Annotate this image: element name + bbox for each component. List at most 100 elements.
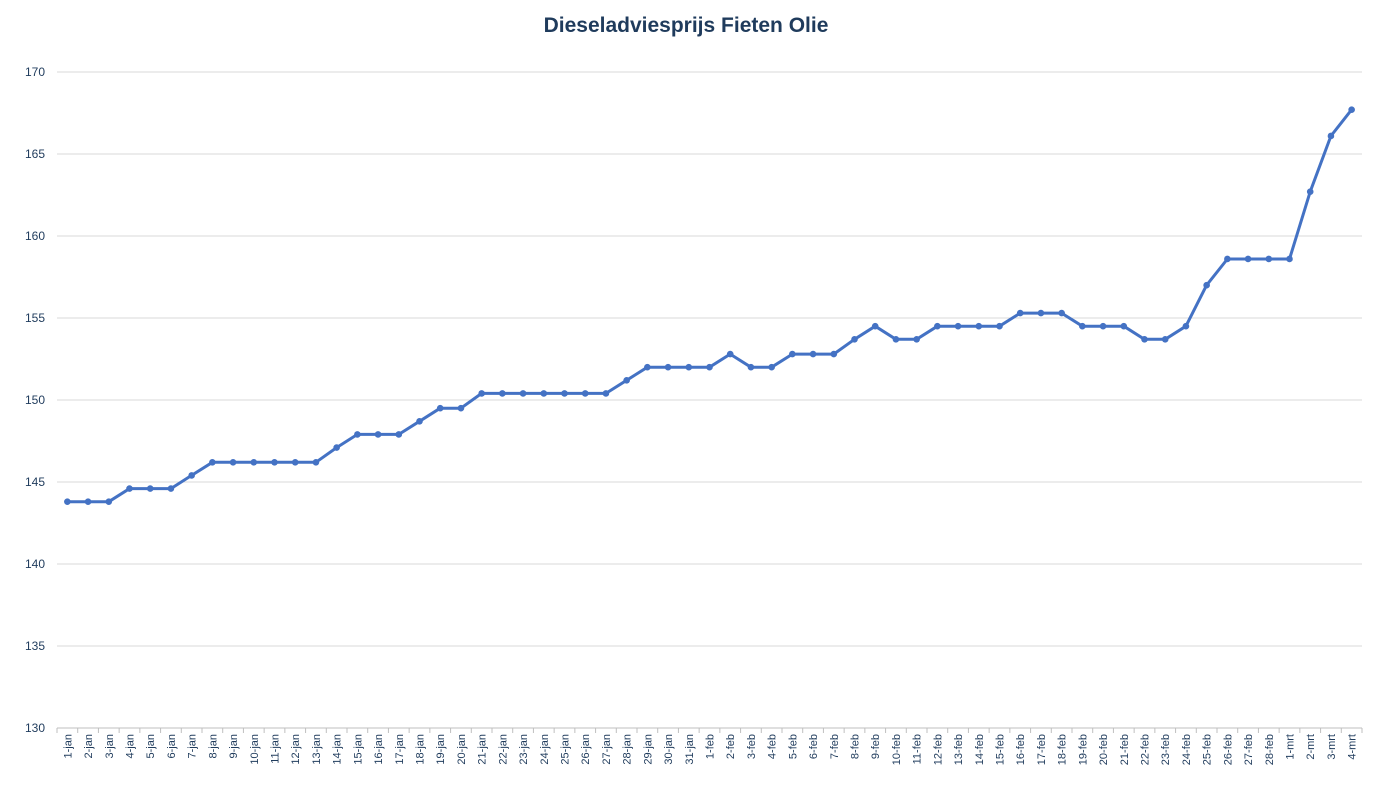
data-point [809,350,817,358]
x-tick-label: 16-feb [1015,734,1027,765]
y-tick-label: 155 [25,311,45,325]
data-point [1182,322,1190,330]
x-tick-label: 30-jan [663,734,675,765]
data-point [374,431,382,438]
x-tick-label: 16-jan [373,734,385,765]
data-point [975,322,983,330]
x-tick-label: 1-jan [62,734,74,758]
data-point [1016,309,1024,317]
data-point [457,404,465,412]
data-point [271,459,278,466]
data-point [333,444,340,451]
data-point [581,390,589,397]
data-point [1286,255,1293,263]
data-point [395,431,403,438]
x-tick-label: 20-feb [1098,734,1110,765]
data-point [1120,322,1128,330]
data-point [561,390,568,397]
x-tick-label: 25-feb [1202,734,1214,765]
x-tick-label: 15-feb [995,734,1007,765]
data-point [291,459,299,466]
x-tick-label: 11-jan [270,734,282,764]
x-tick-label: 3-mrt [1326,734,1338,760]
gridlines [57,71,1362,647]
x-tick-label: 14-jan [332,734,344,765]
data-point [1099,322,1107,330]
x-axis-tick-labels: 1-jan 2-jan 3-jan 4-jan 5-jan 6-jan 7-jan 8-jan… [62,734,1358,765]
data-point [188,472,195,479]
x-tick-label: 21-feb [1119,734,1131,765]
y-tick-label: 150 [25,393,45,407]
x-tick-label: 7-jan [187,734,199,758]
data-point [540,390,548,397]
data-point [1327,132,1335,140]
x-axis [56,727,1363,733]
x-tick-label: 2-jan [83,734,95,758]
data-point [954,322,962,330]
x-tick-label: 14-feb [974,734,986,765]
x-tick-label: 24-jan [539,734,551,765]
x-tick-label: 19-feb [1077,734,1089,765]
x-tick-label: 11-feb [912,734,924,764]
x-tick-label: 8-jan [207,734,219,758]
data-point [167,485,175,492]
data-point [892,336,900,343]
data-point [871,322,879,330]
x-tick-label: 23-jan [518,734,530,765]
data-point [1058,309,1065,317]
x-tick-label: 26-feb [1222,734,1234,765]
data-point [1161,336,1169,343]
x-tick-label: 28-jan [622,734,634,765]
x-tick-label: 17-feb [1036,734,1048,765]
x-tick-label: 4-jan [125,734,137,758]
y-tick-label: 170 [25,65,45,79]
x-tick-label: 3-feb [746,734,758,759]
x-tick-label: 24-feb [1181,734,1193,765]
x-tick-label: 5-jan [145,734,157,758]
data-point [726,350,734,358]
chart-title: Dieseladviesprijs Fieten Olie [544,14,829,37]
x-tick-label: 5-feb [787,734,799,759]
x-tick-label: 8-feb [850,734,862,759]
data-point [209,459,216,466]
x-tick-label: 21-jan [477,734,489,765]
x-tick-label: 27-jan [601,734,613,765]
data-point [64,498,71,505]
data-point [436,404,444,412]
data-point [747,363,755,371]
data-point [602,390,610,397]
data-point [789,350,796,358]
data-point [1244,255,1252,263]
data-point [1141,336,1148,343]
y-tick-label: 165 [25,147,45,161]
data-point [1224,255,1231,263]
data-point [768,363,775,371]
data-point [105,498,113,505]
x-tick-label: 9-jan [228,734,240,758]
y-tick-label: 145 [25,475,45,489]
x-tick-label: 17-jan [394,734,406,765]
data-point [499,390,506,397]
x-tick-label: 10-feb [891,734,903,765]
x-tick-label: 13-jan [311,734,323,765]
x-tick-label: 18-jan [415,734,427,765]
x-tick-label: 20-jan [456,734,468,765]
data-point [644,363,651,371]
data-point [84,498,92,505]
data-point [830,350,838,358]
x-tick-label: 4-mrt [1347,734,1359,760]
data-point [126,485,133,492]
x-tick-label: 28-feb [1264,734,1276,765]
data-point [623,377,630,384]
y-tick-label: 130 [25,721,45,735]
x-tick-label: 18-feb [1057,734,1069,765]
x-tick-label: 26-jan [580,734,592,765]
x-tick-label: 10-jan [249,734,261,765]
y-tick-label: 140 [25,557,45,571]
x-tick-label: 22-feb [1140,734,1152,765]
x-tick-label: 25-jan [560,734,572,765]
data-point [478,390,485,397]
